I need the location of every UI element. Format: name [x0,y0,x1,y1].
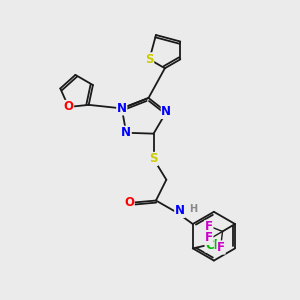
Text: O: O [124,196,134,209]
Text: N: N [117,102,127,115]
Text: H: H [189,204,197,214]
Text: S: S [149,152,158,165]
Text: F: F [205,220,213,233]
Text: O: O [64,100,74,113]
Text: F: F [205,232,213,244]
Text: N: N [161,106,171,118]
Text: F: F [217,241,225,254]
Text: Cl: Cl [205,239,218,252]
Text: S: S [145,53,154,66]
Text: N: N [175,204,185,218]
Text: N: N [121,126,131,139]
